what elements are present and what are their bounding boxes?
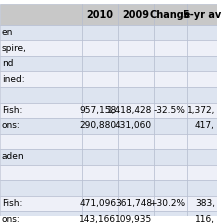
- Bar: [0, 149, 82, 165]
- Bar: [0, 56, 82, 71]
- Text: 109,935: 109,935: [115, 215, 152, 223]
- Bar: [154, 165, 187, 180]
- Bar: [154, 4, 187, 25]
- Text: 2009: 2009: [122, 10, 149, 20]
- Bar: [154, 211, 187, 223]
- Bar: [187, 165, 217, 180]
- Text: ons:: ons:: [2, 121, 20, 130]
- Text: 116,: 116,: [195, 215, 215, 223]
- Bar: [187, 71, 217, 87]
- Bar: [0, 196, 82, 211]
- Bar: [0, 211, 82, 223]
- Bar: [0, 103, 82, 118]
- Text: 1,418,428: 1,418,428: [107, 106, 152, 115]
- Bar: [154, 149, 187, 165]
- Text: 471,096: 471,096: [79, 199, 116, 208]
- Bar: [187, 180, 217, 196]
- Bar: [118, 149, 154, 165]
- Bar: [82, 165, 118, 180]
- Bar: [187, 196, 217, 211]
- Bar: [187, 87, 217, 103]
- Text: 361,748: 361,748: [115, 199, 152, 208]
- Bar: [118, 40, 154, 56]
- Bar: [82, 25, 118, 40]
- Text: aden: aden: [2, 153, 24, 161]
- Bar: [82, 4, 118, 25]
- Bar: [154, 87, 187, 103]
- Bar: [187, 25, 217, 40]
- Text: nd: nd: [2, 59, 13, 68]
- Bar: [118, 180, 154, 196]
- Bar: [154, 25, 187, 40]
- Bar: [0, 40, 82, 56]
- Text: +30.2%: +30.2%: [149, 199, 186, 208]
- Text: 383,: 383,: [195, 199, 215, 208]
- Bar: [118, 118, 154, 134]
- Text: 1,372,: 1,372,: [187, 106, 215, 115]
- Bar: [187, 149, 217, 165]
- Text: 2010: 2010: [87, 10, 114, 20]
- Text: 5-yr av: 5-yr av: [183, 10, 221, 20]
- Bar: [154, 40, 187, 56]
- Bar: [154, 196, 187, 211]
- Text: Fish:: Fish:: [2, 199, 22, 208]
- Bar: [154, 118, 187, 134]
- Bar: [187, 56, 217, 71]
- Bar: [118, 71, 154, 87]
- Text: 957,158: 957,158: [79, 106, 116, 115]
- Text: 417,: 417,: [195, 121, 215, 130]
- Bar: [0, 87, 82, 103]
- Text: ons:: ons:: [2, 215, 20, 223]
- Bar: [187, 40, 217, 56]
- Text: 431,060: 431,060: [115, 121, 152, 130]
- Bar: [118, 103, 154, 118]
- Bar: [187, 4, 217, 25]
- Bar: [0, 118, 82, 134]
- Bar: [82, 149, 118, 165]
- Bar: [154, 134, 187, 149]
- Bar: [0, 25, 82, 40]
- Bar: [154, 180, 187, 196]
- Bar: [82, 40, 118, 56]
- Text: 143,166: 143,166: [79, 215, 116, 223]
- Text: ined:: ined:: [2, 75, 24, 84]
- Bar: [118, 56, 154, 71]
- Text: Fish:: Fish:: [2, 106, 22, 115]
- Bar: [0, 165, 82, 180]
- Bar: [0, 134, 82, 149]
- Bar: [118, 25, 154, 40]
- Bar: [0, 4, 82, 25]
- Text: Change: Change: [150, 10, 191, 20]
- Bar: [187, 211, 217, 223]
- Text: -32.5%: -32.5%: [154, 106, 186, 115]
- Bar: [82, 56, 118, 71]
- Bar: [118, 165, 154, 180]
- Bar: [82, 180, 118, 196]
- Bar: [0, 71, 82, 87]
- Bar: [118, 196, 154, 211]
- Bar: [82, 211, 118, 223]
- Bar: [118, 4, 154, 25]
- Bar: [187, 134, 217, 149]
- Bar: [187, 118, 217, 134]
- Bar: [82, 103, 118, 118]
- Bar: [154, 71, 187, 87]
- Bar: [118, 211, 154, 223]
- Bar: [118, 87, 154, 103]
- Bar: [82, 134, 118, 149]
- Bar: [82, 71, 118, 87]
- Bar: [154, 103, 187, 118]
- Text: en: en: [2, 28, 13, 37]
- Bar: [118, 134, 154, 149]
- Text: spire,: spire,: [2, 44, 27, 53]
- Bar: [82, 118, 118, 134]
- Bar: [154, 56, 187, 71]
- Bar: [82, 87, 118, 103]
- Bar: [187, 103, 217, 118]
- Bar: [82, 196, 118, 211]
- Text: 290,880: 290,880: [79, 121, 116, 130]
- Bar: [0, 180, 82, 196]
